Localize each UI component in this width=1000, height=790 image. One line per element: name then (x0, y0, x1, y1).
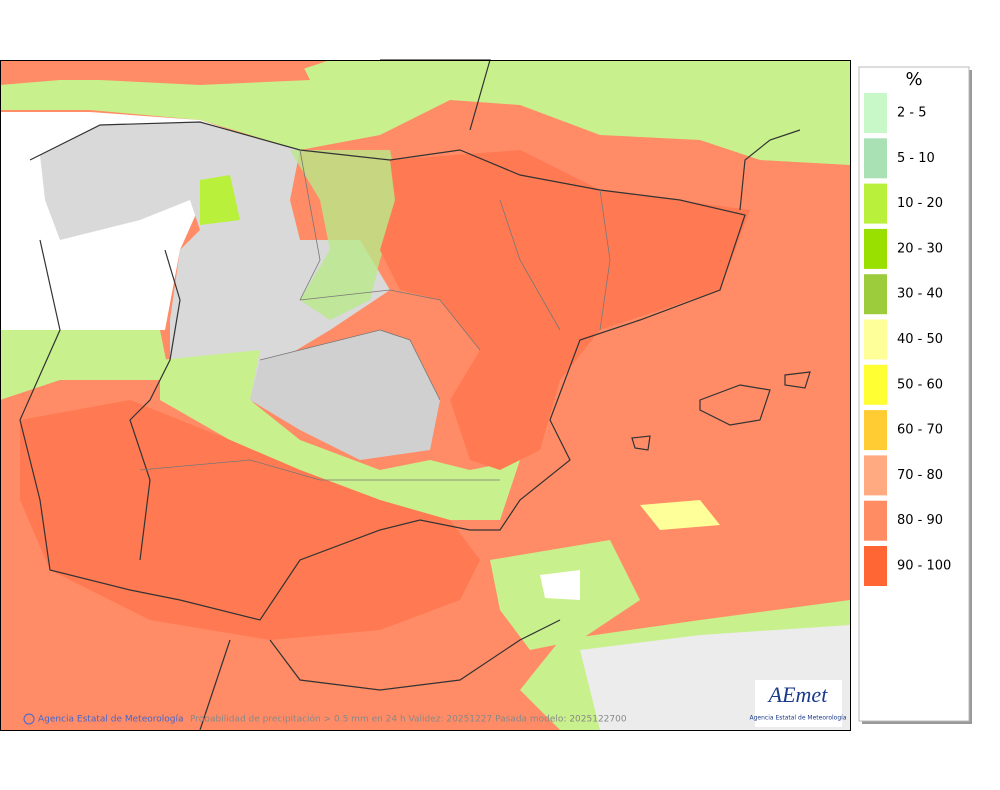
caption: Probabilidad de precipitación > 0.5 mm e… (190, 714, 627, 725)
rain-band (160, 350, 520, 520)
province-borders (139, 149, 611, 481)
map: Agencia Estatal de Meteorología Probabil… (0, 59, 851, 731)
rain-band (640, 500, 720, 530)
legend-swatch (864, 410, 887, 451)
land-dry (40, 122, 390, 420)
legend-swatch (864, 364, 887, 405)
logo-box (755, 680, 842, 727)
legend-swatch (864, 274, 887, 315)
legend-swatch (864, 93, 887, 133)
rain-zone (20, 400, 480, 640)
map-frame (0, 60, 851, 731)
legend-label: 30 - 40 (897, 287, 943, 302)
legend-swatch (864, 319, 887, 360)
rain-band (0, 330, 170, 400)
legend: % 2 - 5 5 - 10 10 - 20 20 - 30 30 - 40 40 - 5… (858, 66, 972, 724)
legend-label: 60 - 70 (897, 423, 943, 438)
legend-label: 20 - 30 (897, 241, 943, 256)
legend-swatch (864, 228, 887, 269)
legend-title: % (905, 69, 922, 90)
copyright-icon (23, 713, 35, 725)
legend-swatch (864, 183, 887, 224)
legend-swatch (864, 500, 887, 541)
legend-label: 5 - 10 (897, 151, 935, 166)
legend-label: 90 - 100 (897, 559, 951, 574)
rain-zone (380, 150, 750, 470)
legend-label: 80 - 90 (897, 513, 943, 528)
legend-swatch (864, 546, 887, 586)
rain-band (0, 60, 850, 165)
legend-swatch (864, 138, 887, 179)
land-dry (250, 330, 440, 460)
logo: AEmet (767, 682, 829, 707)
legend-label: 50 - 60 (897, 377, 943, 392)
dry-area (540, 570, 580, 600)
legend-label: 2 - 5 (897, 106, 927, 121)
logo-subtitle: Agencia Estatal de Meteorología (750, 715, 847, 722)
legend-label: 70 - 80 (897, 468, 943, 483)
borders (19, 59, 811, 731)
credit: Agencia Estatal de Meteorología (38, 715, 184, 725)
legend-label: 10 - 20 (897, 196, 943, 211)
rain-band (200, 175, 240, 225)
rain-zone (0, 60, 310, 85)
rain-band (290, 150, 400, 320)
legend-swatch (864, 455, 887, 496)
legend-label: 40 - 50 (897, 332, 943, 347)
